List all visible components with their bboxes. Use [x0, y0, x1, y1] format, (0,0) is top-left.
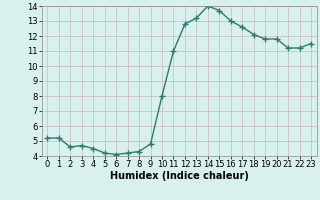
X-axis label: Humidex (Indice chaleur): Humidex (Indice chaleur): [110, 171, 249, 181]
